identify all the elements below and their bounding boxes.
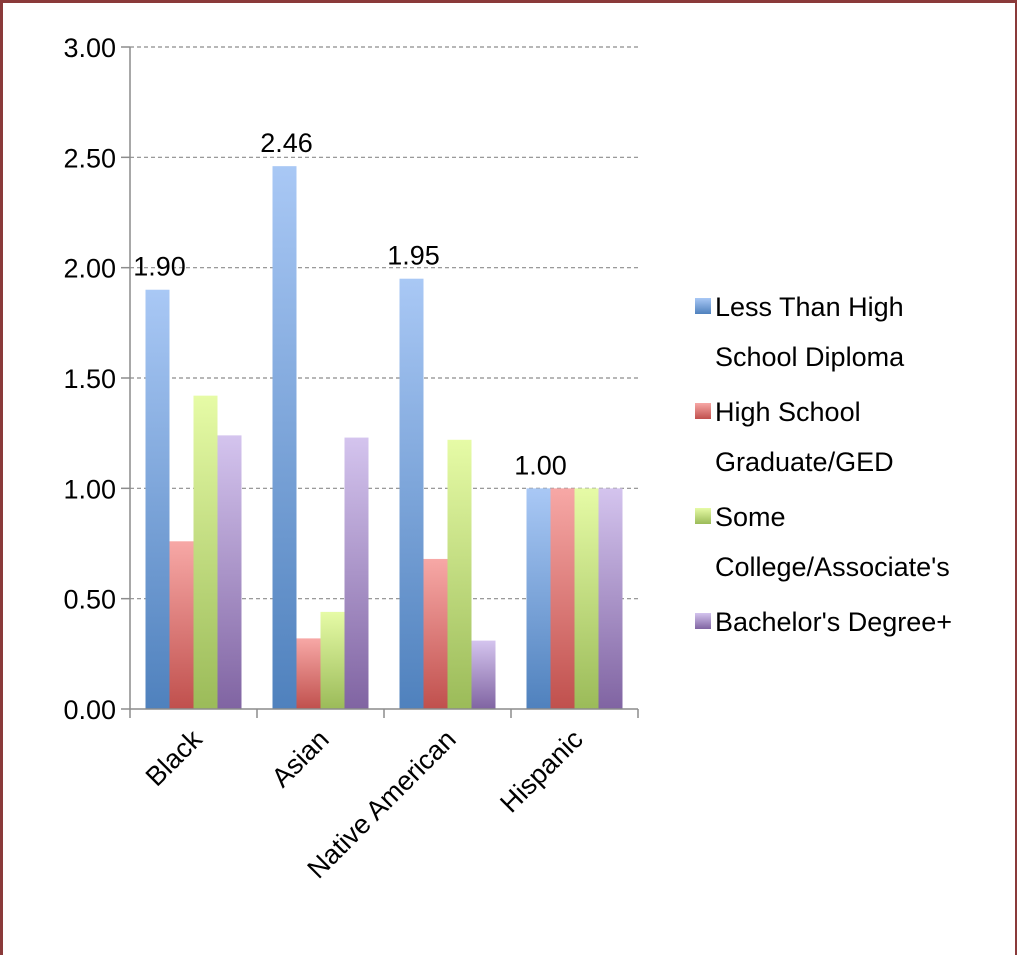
legend-swatch bbox=[695, 613, 711, 629]
y-tick-label: 1.00 bbox=[63, 474, 116, 504]
legend-swatch bbox=[695, 403, 711, 419]
bars bbox=[145, 166, 623, 709]
bar-asian-series-2 bbox=[296, 638, 321, 709]
bar-black-series-1 bbox=[145, 289, 170, 709]
legend-label: Bachelor's Degree+ bbox=[715, 607, 952, 637]
bar-asian-series-3 bbox=[320, 611, 345, 709]
bar-black-series-4 bbox=[217, 435, 242, 709]
bar-asian-series-4 bbox=[344, 437, 369, 709]
y-tick-label: 2.00 bbox=[63, 254, 116, 284]
y-tick-label: 0.00 bbox=[63, 695, 116, 725]
bar-hispanic-series-1 bbox=[526, 488, 551, 709]
data-label: 1.90 bbox=[133, 252, 186, 282]
data-label: 1.95 bbox=[387, 241, 440, 271]
legend-label: Less Than High bbox=[715, 292, 904, 322]
x-category-label: Hispanic bbox=[494, 724, 588, 818]
x-category-label: Black bbox=[140, 724, 208, 792]
legend-label: Some bbox=[715, 502, 786, 532]
legend: Less Than High School Diploma High School G… bbox=[695, 292, 952, 637]
legend-label: High School bbox=[715, 397, 861, 427]
bar-asian-series-1 bbox=[272, 166, 297, 709]
y-tick-label: 2.50 bbox=[63, 143, 116, 173]
bar-native-american-series-4 bbox=[471, 640, 496, 709]
axes bbox=[121, 46, 639, 718]
bar-native-american-series-1 bbox=[399, 278, 424, 709]
data-label: 1.00 bbox=[514, 450, 567, 480]
y-tick-label: 1.50 bbox=[63, 364, 116, 394]
bar-native-american-series-3 bbox=[447, 439, 472, 709]
y-tick-label: 3.00 bbox=[63, 33, 116, 63]
legend-swatch bbox=[695, 508, 711, 524]
bar-black-series-2 bbox=[169, 541, 194, 709]
bar-hispanic-series-4 bbox=[598, 488, 623, 709]
bar-black-series-3 bbox=[193, 395, 218, 709]
legend-swatch bbox=[695, 298, 711, 314]
legend-label: Graduate/GED bbox=[715, 447, 894, 477]
legend-label: School Diploma bbox=[715, 342, 905, 372]
y-tick-label: 0.50 bbox=[63, 585, 116, 615]
bar-hispanic-series-3 bbox=[574, 488, 599, 709]
data-label: 2.46 bbox=[260, 128, 313, 158]
bar-hispanic-series-2 bbox=[550, 488, 575, 709]
legend-label: College/Associate's bbox=[715, 552, 950, 582]
x-category-label: Asian bbox=[266, 724, 335, 793]
bar-native-american-series-2 bbox=[423, 558, 448, 709]
